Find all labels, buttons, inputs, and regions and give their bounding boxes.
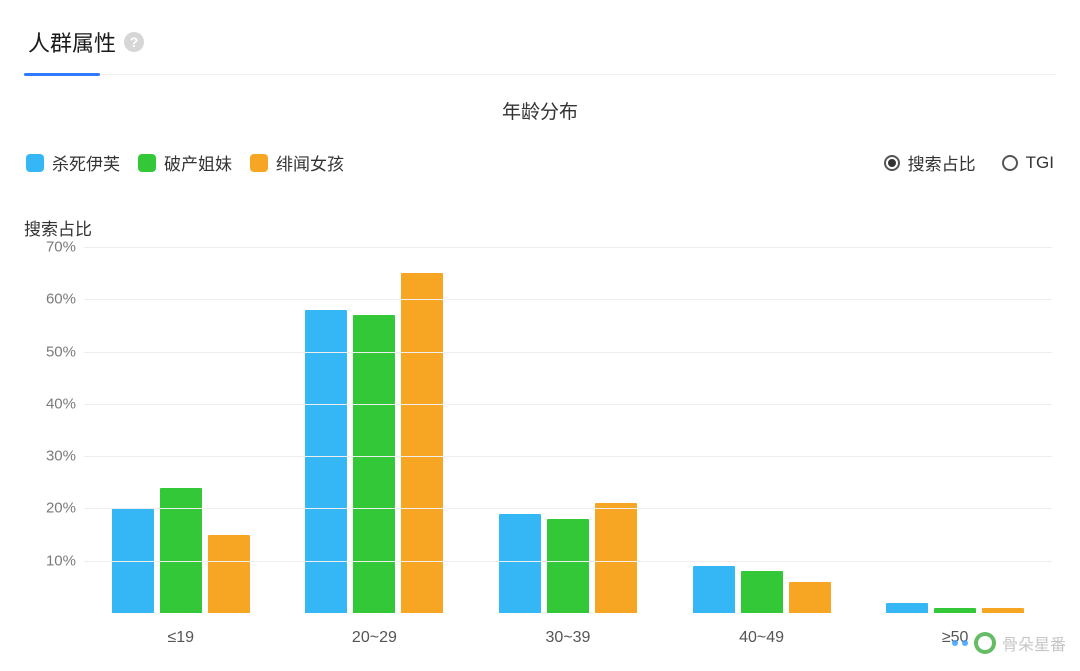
bar-cluster — [693, 566, 831, 613]
radio-label: TGI — [1026, 153, 1054, 173]
bar-cluster — [305, 273, 443, 613]
metric-radio-group: 搜索占比 TGI — [884, 150, 1054, 175]
bar-groups — [84, 247, 1052, 613]
legend-label: 杀死伊芙 — [52, 150, 120, 175]
help-icon[interactable]: ? — [124, 32, 144, 52]
x-tick-label: ≤19 — [84, 629, 278, 647]
watermark: 骨朵星番 — [952, 631, 1066, 655]
x-tick-label: 40~49 — [665, 629, 859, 647]
metric-radio-ratio[interactable]: 搜索占比 — [884, 150, 976, 175]
legend-swatch — [250, 154, 268, 172]
radio-label: 搜索占比 — [908, 150, 976, 175]
gridline — [84, 456, 1052, 457]
watermark-text: 骨朵星番 — [1002, 631, 1066, 655]
y-tick-label: 40% — [32, 395, 76, 412]
y-tick-label: 20% — [32, 500, 76, 517]
bar-group — [84, 247, 278, 613]
legend-label: 绯闻女孩 — [276, 150, 344, 175]
legend: 杀死伊芙 破产姐妹 绯闻女孩 — [26, 150, 344, 175]
bar[interactable] — [499, 514, 541, 613]
bar[interactable] — [160, 488, 202, 613]
bar[interactable] — [305, 310, 347, 613]
y-tick-label: 30% — [32, 448, 76, 465]
bar[interactable] — [353, 315, 395, 613]
bar[interactable] — [741, 571, 783, 613]
bar[interactable] — [401, 273, 443, 613]
bar-cluster — [112, 488, 250, 613]
legend-swatch — [26, 154, 44, 172]
legend-item[interactable]: 破产姐妹 — [138, 150, 232, 175]
bar[interactable] — [693, 566, 735, 613]
bar[interactable] — [208, 535, 250, 613]
section-header: 人群属性 ? — [24, 16, 1056, 64]
y-tick-label: 60% — [32, 291, 76, 308]
gridline — [84, 404, 1052, 405]
y-tick-label: 50% — [32, 343, 76, 360]
x-tick-label: 30~39 — [471, 629, 665, 647]
chart-area: 搜索占比 10%20%30%40%50%60%70% ≤1920~2930~39… — [24, 223, 1056, 655]
y-tick-label: 70% — [32, 239, 76, 256]
legend-item[interactable]: 杀死伊芙 — [26, 150, 120, 175]
bar-cluster — [499, 503, 637, 613]
watermark-logo-icon — [974, 632, 996, 654]
legend-swatch — [138, 154, 156, 172]
gridline — [84, 247, 1052, 248]
radio-icon — [1002, 155, 1018, 171]
bar-group — [471, 247, 665, 613]
legend-item[interactable]: 绯闻女孩 — [250, 150, 344, 175]
chart-title: 年龄分布 — [24, 97, 1056, 124]
bar[interactable] — [789, 582, 831, 613]
watermark-dots-icon — [952, 640, 958, 646]
gridline — [84, 299, 1052, 300]
metric-radio-tgi[interactable]: TGI — [1002, 153, 1054, 173]
tab-underline-active — [24, 74, 1056, 75]
x-axis-labels: ≤1920~2930~3940~49≥50 — [84, 629, 1052, 647]
bar[interactable] — [886, 603, 928, 613]
bar-cluster — [886, 603, 1024, 613]
gridline — [84, 561, 1052, 562]
radio-icon — [884, 155, 900, 171]
y-tick-label: 10% — [32, 552, 76, 569]
bar[interactable] — [934, 608, 976, 613]
bar-group — [665, 247, 859, 613]
y-axis-title: 搜索占比 — [24, 215, 92, 240]
bar-group — [278, 247, 472, 613]
bar[interactable] — [547, 519, 589, 613]
controls-row: 杀死伊芙 破产姐妹 绯闻女孩 搜索占比 TGI — [24, 150, 1056, 175]
section-title: 人群属性 — [28, 26, 116, 58]
gridline — [84, 352, 1052, 353]
bar[interactable] — [595, 503, 637, 613]
legend-label: 破产姐妹 — [164, 150, 232, 175]
plot-region: 10%20%30%40%50%60%70% — [84, 247, 1052, 613]
bar[interactable] — [982, 608, 1024, 613]
x-tick-label: 20~29 — [278, 629, 472, 647]
gridline — [84, 508, 1052, 509]
bar-group — [858, 247, 1052, 613]
